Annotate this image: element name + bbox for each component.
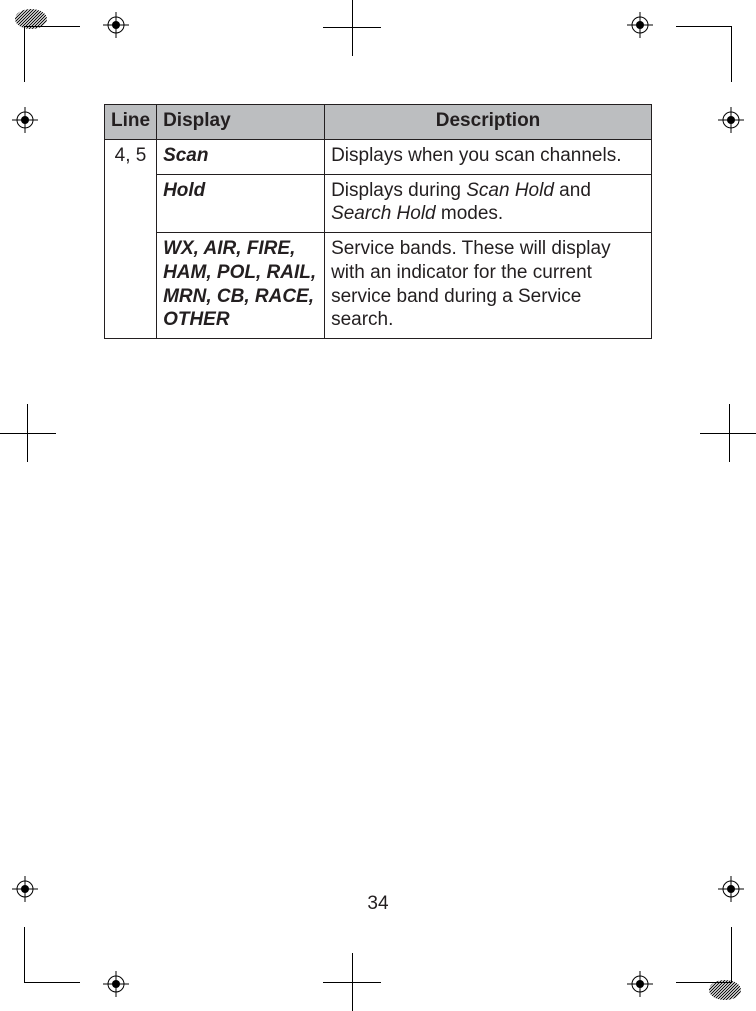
crop-mark-bottom-right [676,927,732,983]
cell-description: Displays when you scan channels. [325,139,652,174]
crop-mark-bottom-left [24,927,80,983]
display-reference-table: Line Display Description 4, 5 Scan Displ… [104,104,652,339]
registration-target-icon [718,107,744,133]
table-row: WX, AIR, FIRE, HAM, POL, RAIL, MRN, CB, … [105,233,652,339]
table-header-row: Line Display Description [105,105,652,140]
display-term: Hold [163,180,205,201]
display-term: WX, AIR, FIRE, HAM, POL, RAIL, MRN, CB, … [163,238,316,330]
desc-text: and [554,180,591,201]
column-header-display: Display [157,105,325,140]
desc-text: modes. [436,203,504,224]
crop-mark-left-center [0,404,56,462]
column-header-description: Description [325,105,652,140]
cell-line: 4, 5 [105,139,157,338]
column-header-line: Line [105,105,157,140]
crop-mark-top-right [676,26,732,82]
table-row: 4, 5 Scan Displays when you scan channel… [105,139,652,174]
cell-display: WX, AIR, FIRE, HAM, POL, RAIL, MRN, CB, … [157,233,325,339]
registration-hatch-icon [14,8,48,30]
display-term: Scan [163,145,208,166]
cell-display: Hold [157,174,325,233]
desc-em: Search Hold [331,203,436,224]
crop-mark-top-left [24,26,80,82]
desc-text: Displays during [331,180,466,201]
crop-mark-right-center [700,404,756,462]
registration-target-icon [627,971,653,997]
page-content: Line Display Description 4, 5 Scan Displ… [104,104,652,339]
desc-em: Scan Hold [466,180,554,201]
cell-description: Displays during Scan Hold and Search Hol… [325,174,652,233]
registration-hatch-icon [708,979,742,1001]
cell-description: Service bands. These will display with a… [325,233,652,339]
page-number: 34 [0,893,756,915]
registration-target-icon [103,971,129,997]
crop-mark-bottom-center [323,953,381,1011]
registration-target-icon [103,12,129,38]
crop-mark-top-center [323,0,381,56]
registration-target-icon [627,12,653,38]
table-row: Hold Displays during Scan Hold and Searc… [105,174,652,233]
cell-display: Scan [157,139,325,174]
registration-target-icon [12,107,38,133]
